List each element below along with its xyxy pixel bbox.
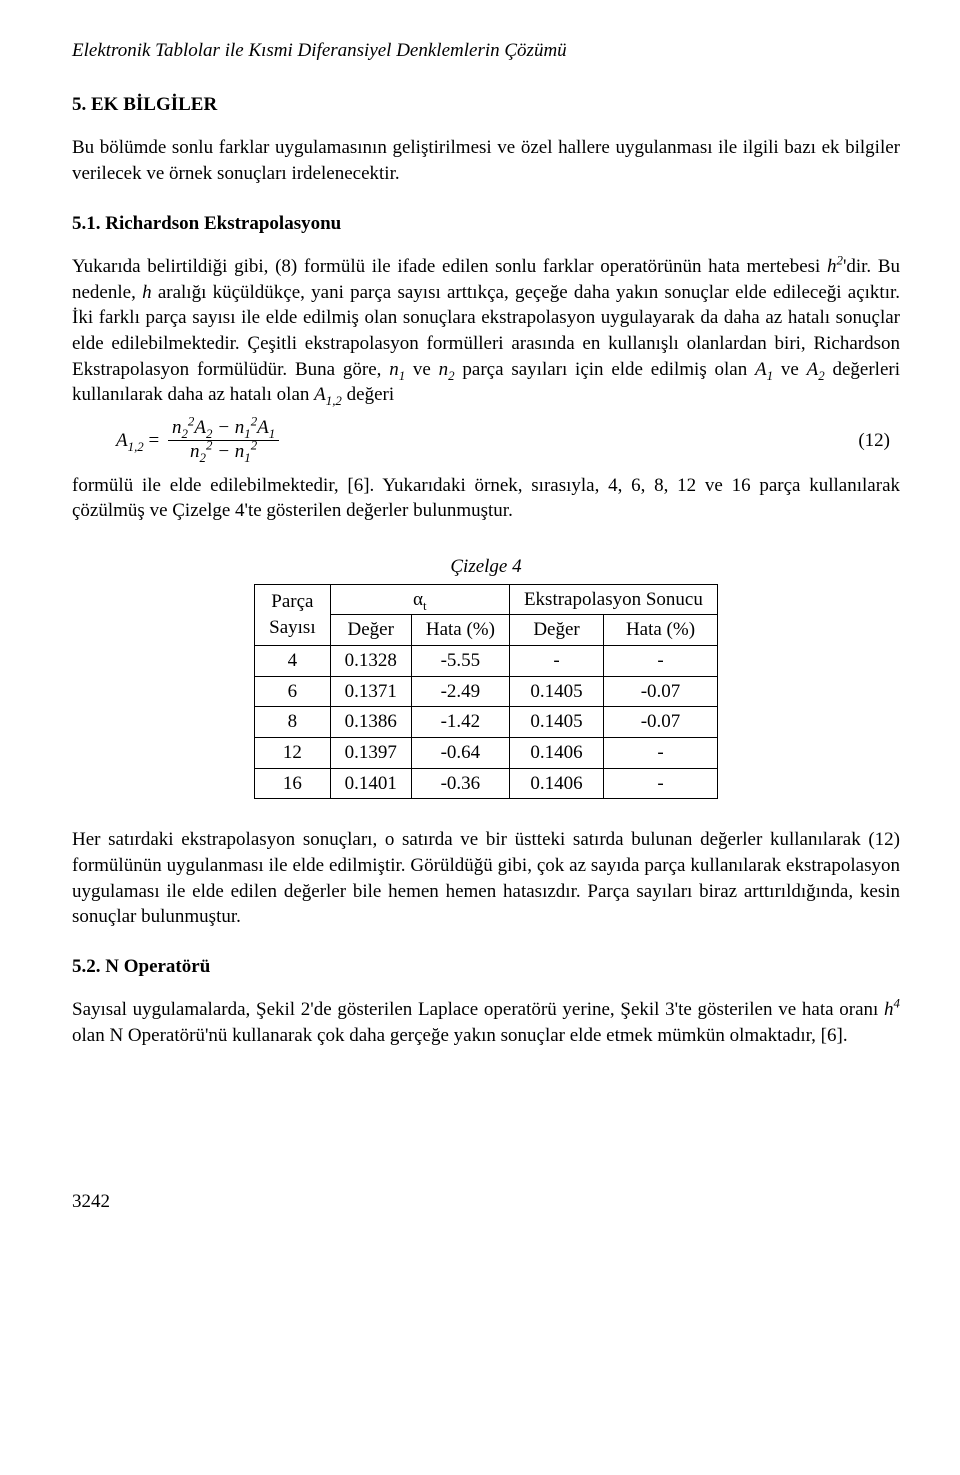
table-4: Parça Sayısı αt Ekstrapolasyon Sonucu De… — [254, 584, 718, 799]
text-span: olan N Operatörü'nü kullanarak çok daha … — [72, 1025, 848, 1046]
table-cell: 8 — [255, 707, 330, 738]
col-parca: Parça Sayısı — [255, 584, 330, 645]
table-4-caption: Çizelge 4 — [72, 554, 900, 580]
text-span: ve — [405, 359, 439, 380]
math-n2: n2 — [439, 359, 455, 380]
col-parca-l2: Sayısı — [269, 617, 315, 638]
table-cell: -1.42 — [411, 707, 509, 738]
section-5-title: 5. EK BİLGİLER — [72, 92, 900, 118]
table-row: 60.1371-2.490.1405-0.07 — [255, 676, 718, 707]
table-header-row-1: Parça Sayısı αt Ekstrapolasyon Sonucu — [255, 584, 718, 615]
math-a2: A2 — [807, 359, 825, 380]
table-cell: -0.64 — [411, 737, 509, 768]
section-5-2-title: 5.2. N Operatörü — [72, 954, 900, 980]
table-cell: 12 — [255, 737, 330, 768]
table-cell: -0.36 — [411, 768, 509, 799]
math-h4: h4 — [884, 999, 900, 1020]
col-alpha: αt — [330, 584, 509, 615]
eq-equals: = — [144, 428, 164, 454]
eq-numerator: n22A2 − n12A1 — [168, 418, 279, 441]
table-cell: -2.49 — [411, 676, 509, 707]
running-header: Elektronik Tablolar ile Kısmi Diferansiy… — [72, 38, 900, 64]
math-h2: h2 — [827, 256, 843, 277]
text-span: Sayısal uygulamalarda, Şekil 2'de göster… — [72, 999, 884, 1020]
table-cell: 0.1397 — [330, 737, 411, 768]
equation-12-row: A1,2 = n22A2 − n12A1 n22 − n12 (12) — [72, 418, 900, 463]
col-hata-1: Hata (%) — [411, 615, 509, 646]
after-table-paragraph: Her satırdaki ekstrapolasyon sonuçları, … — [72, 827, 900, 930]
math-h: h — [142, 282, 152, 303]
col-extrapolation: Ekstrapolasyon Sonucu — [509, 584, 717, 615]
table-cell: 0.1401 — [330, 768, 411, 799]
eq-lhs: A1,2 — [116, 428, 144, 454]
table-row: 160.1401-0.360.1406- — [255, 768, 718, 799]
eq-denominator: n22 − n12 — [168, 441, 279, 463]
col-deger-2: Değer — [509, 615, 603, 646]
table-row: 40.1328-5.55-- — [255, 646, 718, 677]
text-span: Yukarıda belirtildiği gibi, (8) formülü … — [72, 256, 827, 277]
section-5-1-p1: Yukarıda belirtildiği gibi, (8) formülü … — [72, 254, 900, 408]
table-row: 120.1397-0.640.1406- — [255, 737, 718, 768]
table-cell: -5.55 — [411, 646, 509, 677]
col-deger-1: Değer — [330, 615, 411, 646]
table-cell: - — [509, 646, 603, 677]
math-a1: A1 — [755, 359, 773, 380]
table-cell: -0.07 — [604, 707, 718, 738]
equation-12: A1,2 = n22A2 − n12A1 n22 − n12 — [72, 418, 283, 463]
section-5-1-title: 5.1. Richardson Ekstrapolasyonu — [72, 211, 900, 237]
table-cell: 0.1371 — [330, 676, 411, 707]
table-cell: -0.07 — [604, 676, 718, 707]
table-cell: 0.1405 — [509, 676, 603, 707]
table-cell: - — [604, 646, 718, 677]
table-cell: 16 — [255, 768, 330, 799]
eq-lhs-sub: 1,2 — [128, 438, 144, 453]
table-cell: 0.1386 — [330, 707, 411, 738]
col-hata-2: Hata (%) — [604, 615, 718, 646]
table-cell: 0.1328 — [330, 646, 411, 677]
math-a12: A1,2 — [314, 384, 342, 405]
table-cell: 0.1406 — [509, 768, 603, 799]
math-n1: n1 — [389, 359, 405, 380]
page-number: 3242 — [72, 1189, 900, 1215]
section-5-intro: Bu bölümde sonlu farklar uygulamasının g… — [72, 135, 900, 186]
col-parca-l1: Parça — [271, 591, 313, 612]
table-cell: 4 — [255, 646, 330, 677]
text-span: ve — [773, 359, 807, 380]
table-cell: - — [604, 768, 718, 799]
table-row: 80.1386-1.420.1405-0.07 — [255, 707, 718, 738]
section-5-1-p2: formülü ile elde edilebilmektedir, [6]. … — [72, 473, 900, 524]
table-cell: 0.1406 — [509, 737, 603, 768]
text-span: parça sayıları için elde edilmiş olan — [455, 359, 755, 380]
section-5-2-p1: Sayısal uygulamalarda, Şekil 2'de göster… — [72, 997, 900, 1048]
eq-fraction: n22A2 − n12A1 n22 − n12 — [168, 418, 279, 463]
table-cell: - — [604, 737, 718, 768]
eq-lhs-sym: A — [116, 430, 128, 451]
text-span: değeri — [342, 384, 394, 405]
table-cell: 6 — [255, 676, 330, 707]
equation-number: (12) — [858, 428, 900, 454]
table-cell: 0.1405 — [509, 707, 603, 738]
